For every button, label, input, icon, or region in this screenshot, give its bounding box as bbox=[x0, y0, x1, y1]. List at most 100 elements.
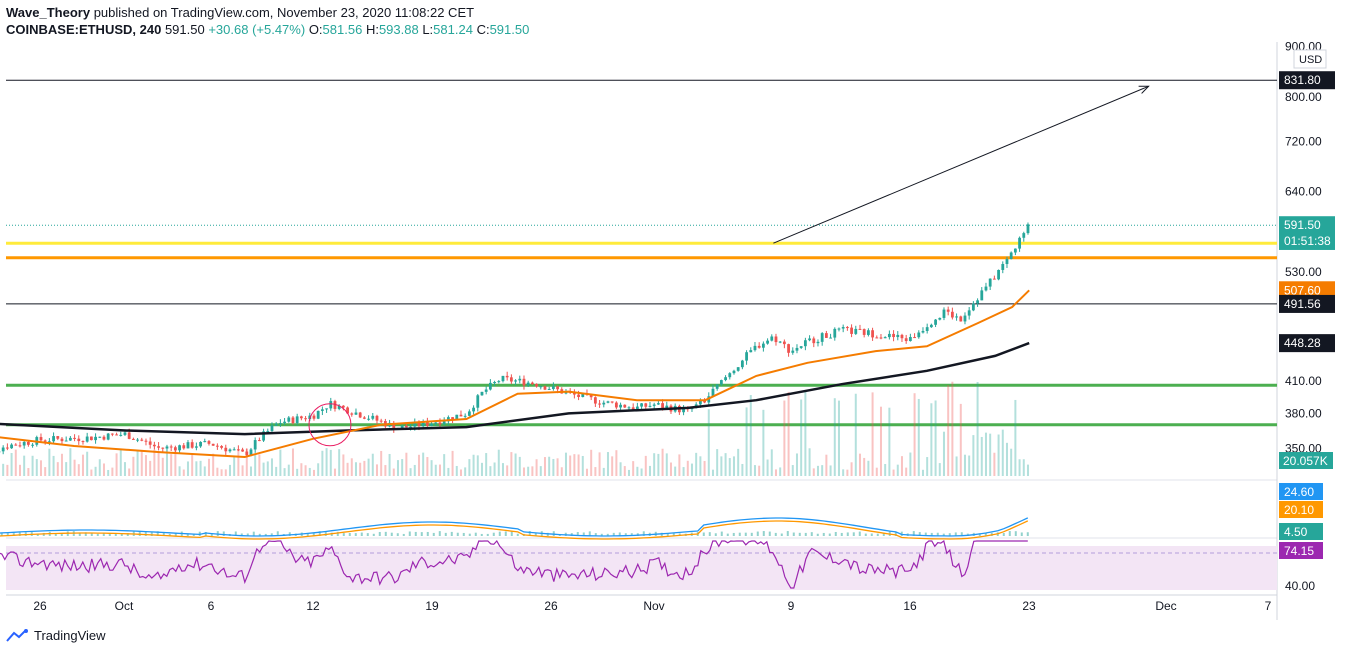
macd-hist-bar bbox=[204, 532, 207, 536]
candle-body bbox=[220, 446, 223, 448]
macd-hist-bar bbox=[612, 532, 615, 536]
candle-body bbox=[614, 402, 618, 408]
volume-bar bbox=[207, 458, 210, 476]
volume-bar bbox=[682, 467, 685, 476]
volume-bar bbox=[921, 469, 924, 476]
macd-hist-bar bbox=[780, 533, 783, 536]
volume-bar bbox=[695, 452, 698, 476]
candle-body bbox=[140, 439, 144, 441]
volume-bar bbox=[611, 456, 614, 476]
candle-body bbox=[278, 423, 282, 425]
candle-body bbox=[299, 416, 303, 419]
macd-label-box bbox=[1279, 483, 1323, 500]
volume-bar bbox=[598, 452, 601, 476]
volume-bar bbox=[464, 467, 467, 476]
volume-bar bbox=[703, 460, 706, 476]
volume-bar bbox=[779, 467, 782, 476]
time-axis-tick: 12 bbox=[306, 599, 320, 613]
candle-body bbox=[992, 278, 996, 280]
candle-body bbox=[295, 416, 299, 424]
candle-body bbox=[581, 393, 585, 397]
macd-hist-bar bbox=[894, 531, 897, 536]
volume-bar bbox=[195, 461, 198, 476]
volume-bar bbox=[388, 453, 391, 476]
candle-body bbox=[518, 378, 522, 381]
volume-bar bbox=[963, 454, 966, 476]
macd-hist-bar bbox=[474, 532, 477, 536]
candle-body bbox=[724, 377, 727, 381]
macd-hist-bar bbox=[798, 532, 801, 536]
macd-hist-bar bbox=[186, 533, 189, 536]
volume-bar bbox=[317, 463, 320, 476]
macd-hist-bar bbox=[384, 531, 387, 536]
annotation-circle bbox=[308, 403, 352, 447]
candle-body bbox=[854, 328, 858, 334]
candle-body bbox=[320, 409, 324, 411]
candle-body bbox=[115, 434, 118, 436]
volume-bar bbox=[149, 460, 152, 476]
volume-bar bbox=[140, 450, 143, 476]
author-name[interactable]: Wave_Theory bbox=[6, 5, 91, 20]
volume-bar bbox=[447, 467, 450, 476]
volume-bar bbox=[401, 459, 404, 476]
time-axis-tick: 23 bbox=[1022, 599, 1036, 613]
candle-body bbox=[963, 315, 967, 322]
volume-bar bbox=[56, 462, 59, 476]
macd-pane bbox=[0, 517, 1029, 540]
macd-hist-bar bbox=[912, 531, 915, 536]
macd-hist-bar bbox=[288, 532, 291, 536]
candle-body bbox=[635, 406, 639, 410]
macd-hist-bar bbox=[438, 531, 441, 536]
candle-body bbox=[501, 375, 505, 382]
volume-bar bbox=[577, 454, 580, 476]
candle-body bbox=[110, 433, 114, 435]
volume-bar bbox=[619, 462, 622, 476]
volume-bar bbox=[1022, 459, 1025, 476]
price-label: 831.80 bbox=[1284, 73, 1321, 87]
volume-bar bbox=[321, 450, 324, 476]
volume-bar bbox=[560, 467, 563, 476]
candle-body bbox=[270, 425, 274, 431]
macd-hist-bar bbox=[606, 533, 609, 536]
volume-bar bbox=[363, 460, 366, 476]
volume-bar bbox=[938, 463, 941, 476]
volume-bar bbox=[993, 452, 996, 476]
candle-body bbox=[766, 340, 769, 344]
volume-bar bbox=[821, 465, 824, 476]
macd-hist-bar bbox=[882, 532, 885, 536]
volume-bar bbox=[338, 449, 341, 476]
candle-body bbox=[346, 407, 349, 414]
candle-body bbox=[211, 443, 215, 446]
candle-body bbox=[413, 421, 417, 427]
candle-body bbox=[850, 327, 853, 334]
candle-body bbox=[425, 421, 429, 426]
volume-bar bbox=[846, 469, 849, 476]
price-label: 491.56 bbox=[1284, 297, 1321, 311]
volume-bar bbox=[35, 459, 38, 476]
candle-body bbox=[887, 333, 891, 338]
candle-body bbox=[841, 327, 845, 329]
macd-hist-bar bbox=[342, 533, 345, 536]
candle-body bbox=[514, 380, 517, 382]
macd-hist-bar bbox=[588, 531, 591, 536]
volume-bar bbox=[812, 468, 815, 476]
price-axis-tick: 800.00 bbox=[1285, 90, 1322, 104]
candle-body bbox=[745, 352, 748, 361]
volume-bar bbox=[10, 452, 13, 476]
price-label: 507.60 bbox=[1284, 283, 1321, 297]
open-value: 581.56 bbox=[322, 22, 363, 37]
tradingview-logo-icon bbox=[6, 628, 28, 642]
tradingview-brand[interactable]: TradingView bbox=[6, 628, 106, 643]
volume-bar bbox=[157, 451, 160, 476]
candle-body bbox=[127, 432, 131, 439]
volume-bar bbox=[1026, 464, 1029, 476]
candle-body bbox=[329, 401, 333, 409]
candle-body bbox=[85, 436, 89, 442]
candle-body bbox=[711, 388, 715, 397]
candle-body bbox=[421, 421, 425, 427]
macd-hist-bar bbox=[114, 533, 117, 536]
volume-bar bbox=[178, 466, 181, 476]
macd-hist-bar bbox=[258, 533, 261, 536]
macd-hist-bar bbox=[90, 533, 93, 536]
